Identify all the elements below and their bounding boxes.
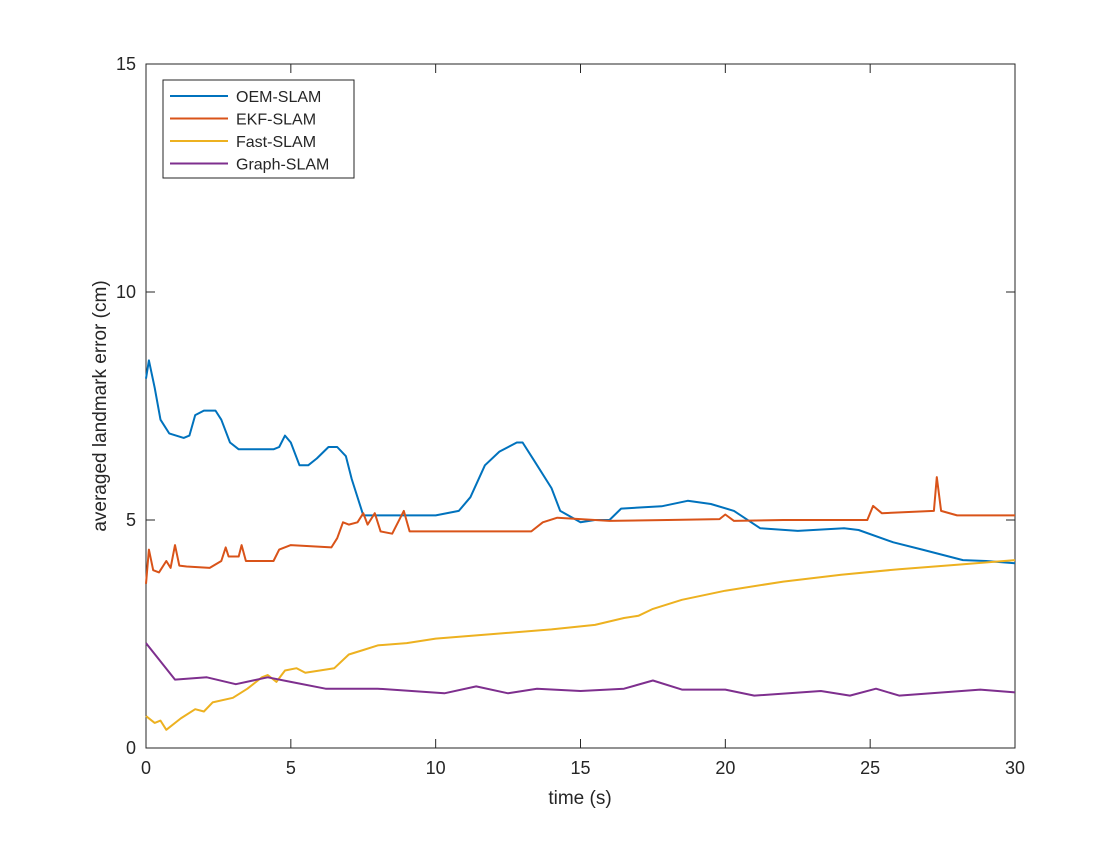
legend-label: Fast-SLAM bbox=[236, 134, 316, 151]
x-tick-label: 15 bbox=[570, 758, 590, 778]
legend: OEM-SLAM EKF-SLAM Fast-SLAM Graph-SLAM bbox=[162, 79, 355, 179]
x-axis-label: time (s) bbox=[548, 788, 611, 809]
x-tick-label: 20 bbox=[715, 758, 735, 778]
x-tick-label: 5 bbox=[286, 758, 296, 778]
series-line-graph-slam bbox=[145, 642, 1016, 697]
series-line-ekf-slam bbox=[145, 476, 1015, 584]
series-line-fast-slam bbox=[145, 559, 1016, 731]
y-tick-label: 5 bbox=[126, 510, 136, 530]
y-tick-label: 10 bbox=[116, 282, 136, 302]
y-tick-label: 15 bbox=[116, 54, 136, 74]
y-tick-label: 0 bbox=[126, 738, 136, 758]
x-tick-label: 0 bbox=[141, 758, 151, 778]
x-tick-label: 25 bbox=[860, 758, 880, 778]
legend-label: OEM-SLAM bbox=[236, 89, 321, 106]
legend-label: Graph-SLAM bbox=[236, 157, 329, 174]
y-axis-label: averaged landmark error (cm) bbox=[90, 280, 111, 531]
x-tick-label: 30 bbox=[1005, 758, 1025, 778]
series-line-oem-slam bbox=[145, 359, 1016, 565]
legend-label: EKF-SLAM bbox=[236, 112, 316, 129]
x-tick-label: 10 bbox=[426, 758, 446, 778]
